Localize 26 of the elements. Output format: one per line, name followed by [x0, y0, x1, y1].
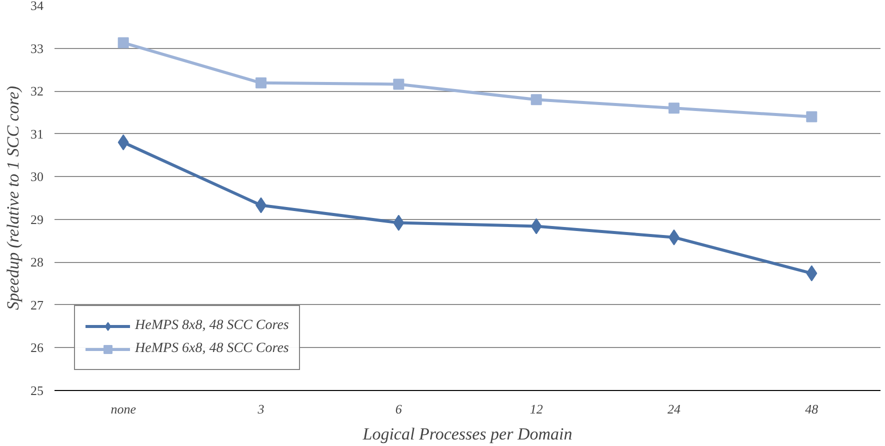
point [668, 102, 680, 114]
x-tick-label: 12 [530, 402, 544, 416]
x-tick-label: 48 [805, 402, 819, 416]
y-tick-label: 31 [30, 126, 44, 142]
x-tick-label: 6 [395, 402, 402, 416]
point [256, 77, 266, 88]
y-tick-label: 26 [30, 340, 44, 356]
x-tick-label: none [110, 402, 136, 416]
x-tick-label: 3 [256, 402, 265, 416]
y-tick-label: 33 [30, 40, 44, 56]
x-axis-title: Logical Processes per Domain [362, 424, 572, 444]
point [806, 111, 818, 122]
point [530, 94, 542, 106]
point [118, 37, 129, 48]
y-tick-label: 29 [30, 212, 44, 227]
y-axis-title: Speedup (relative to 1 SCC core) [4, 86, 22, 310]
point [393, 78, 404, 90]
y-tick-label: 25 [30, 383, 44, 398]
x-tick-label: 24 [668, 402, 681, 416]
y-tick-label: 30 [30, 169, 44, 184]
y-tick-label: 34 [30, 0, 44, 13]
y-tick-label: 27 [30, 297, 44, 312]
y-tick-label: 32 [30, 84, 44, 99]
legend-label: HeMPS 8x8, 48 SCC Cores [135, 318, 289, 334]
y-tick-label: 28 [30, 254, 44, 270]
legend-label: HeMPS 6x8, 48 SCC Cores [135, 341, 289, 357]
